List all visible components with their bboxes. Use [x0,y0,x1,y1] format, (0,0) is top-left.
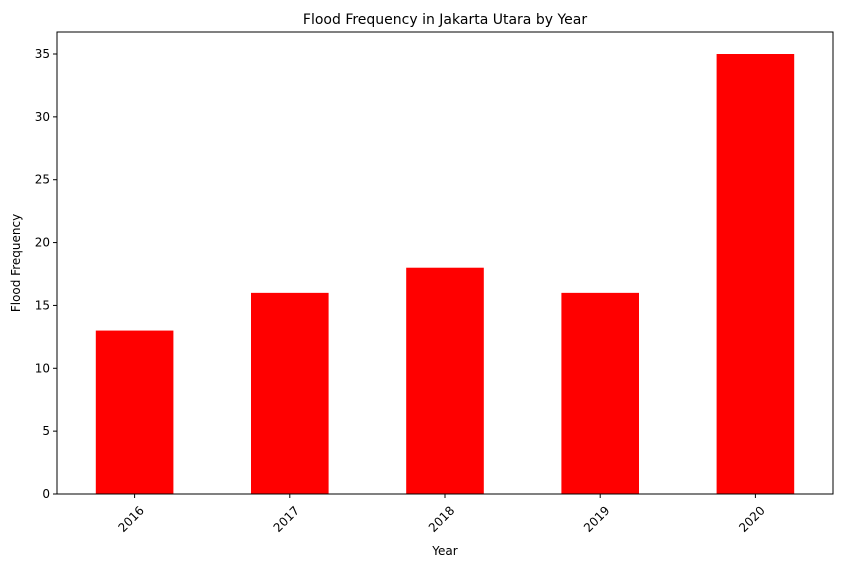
bar-2018 [406,267,484,494]
y-tick-label: 5 [42,424,50,438]
x-axis-label: Year [431,544,457,558]
y-tick-label: 10 [35,361,50,375]
chart-title: Flood Frequency in Jakarta Utara by Year [303,12,587,28]
y-tick-label: 35 [35,47,50,61]
bar-2019 [561,292,639,494]
x-tick-label: 2019 [581,503,612,534]
x-tick-label: 2018 [426,503,457,534]
y-tick-label: 15 [35,298,50,312]
y-tick-label: 30 [35,110,50,124]
bar-2016 [95,330,174,494]
bar-2020 [716,54,795,494]
y-tick-label: 25 [35,173,50,187]
x-tick-label: 2016 [115,503,146,534]
bar-2017 [251,292,329,494]
bars-layer [95,54,795,494]
x-tick-label: 2020 [736,503,767,534]
y-axis-label: Flood Frequency [9,214,23,312]
x-tick-label: 2017 [271,503,302,534]
y-tick-label: 0 [42,487,50,501]
y-tick-label: 20 [35,236,50,250]
